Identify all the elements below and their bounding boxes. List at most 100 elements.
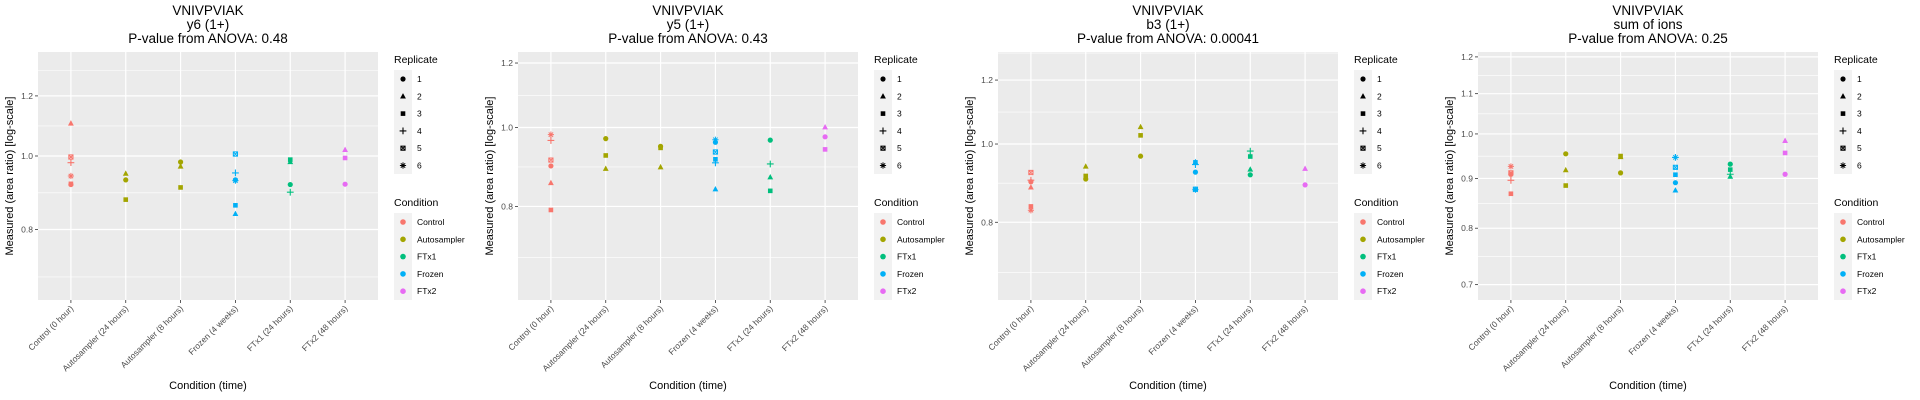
legend-replicate-title: Replicate: [1834, 54, 1878, 66]
data-point: [1137, 123, 1144, 130]
legend-replicate-key: [880, 93, 886, 99]
legend-condition-key: [400, 253, 406, 260]
data-point: [1302, 182, 1308, 188]
data-point: [1672, 164, 1679, 170]
x-tick-label: Autosampler (8 hours): [1078, 303, 1145, 370]
data-point: [712, 149, 719, 155]
legend-condition-label: Autosampler: [897, 234, 945, 244]
data-point: [1192, 186, 1199, 193]
data-point: [603, 136, 609, 142]
data-point: [286, 188, 294, 196]
data-point: [712, 159, 719, 167]
data-point: [548, 207, 554, 213]
data-point: [68, 181, 74, 187]
legend-condition-label: Control: [897, 217, 925, 227]
data-point: [1508, 191, 1514, 197]
legend-condition-label: FTx1: [417, 252, 437, 262]
chart-title-line-2: sum of ions: [1613, 17, 1682, 32]
legend-condition-label: Control: [1377, 217, 1405, 227]
y-axis-title: Measured (area ratio) [log-scale]: [484, 97, 496, 256]
data-point: [547, 131, 555, 138]
x-tick-label: FTx2 (48 hours): [1740, 303, 1790, 353]
data-point: [712, 185, 719, 192]
data-point: [123, 197, 129, 202]
legend-replicate-label: 3: [1377, 109, 1382, 119]
data-point: [1083, 173, 1089, 179]
legend-condition-label: FTx2: [897, 286, 917, 296]
chart-title-line-2: y6 (1+): [187, 17, 229, 32]
data-point: [1247, 166, 1254, 172]
data-point: [1028, 204, 1034, 209]
x-axis-title: Condition (time): [169, 380, 247, 392]
legend-replicate-key: [879, 127, 887, 135]
data-point: [548, 157, 554, 163]
data-point: [232, 169, 239, 177]
x-tick-label: FTx2 (48 hours): [1260, 303, 1310, 353]
data-point: [342, 146, 348, 152]
data-point: [68, 154, 74, 160]
legend-replicate-key: [400, 93, 406, 99]
legend-condition-title: Condition: [874, 197, 919, 209]
x-tick-label: Autosampler (8 hours): [598, 303, 665, 370]
y-tick-label: 0.7: [1461, 280, 1473, 290]
x-axis-title: Condition (time): [649, 380, 727, 392]
legend-replicate-label: 6: [1857, 161, 1862, 171]
y-tick-label: 0.8: [1461, 223, 1473, 233]
legend-condition-key: [1840, 219, 1846, 225]
data-point: [287, 158, 294, 165]
legend-replicate-label: 6: [417, 161, 422, 171]
data-point: [1617, 153, 1624, 160]
x-tick-label: Frozen (4 weeks): [666, 303, 720, 357]
legend-condition-key: [880, 219, 886, 225]
x-tick-label: FTx1 (24 hours): [1205, 303, 1255, 353]
data-point: [1138, 133, 1143, 138]
legend-condition-key: [1360, 271, 1366, 277]
legend-condition-label: Control: [1857, 217, 1885, 227]
data-point: [1617, 170, 1624, 176]
legend-replicate-key: [880, 145, 886, 151]
data-point: [122, 170, 129, 176]
data-point: [1028, 179, 1034, 185]
data-point: [1782, 171, 1788, 177]
data-point: [658, 145, 663, 151]
data-point: [1562, 166, 1569, 173]
legend-replicate-key: [1840, 76, 1846, 82]
x-axis-title: Condition (time): [1129, 380, 1207, 392]
legend-replicate-label: 3: [417, 109, 422, 119]
legend-key-background: [1354, 70, 1372, 174]
x-tick-label: Frozen (4 weeks): [1626, 303, 1680, 357]
legend-replicate-key: [1360, 93, 1366, 99]
data-point: [1507, 163, 1515, 170]
legend-condition-key: [1840, 236, 1846, 243]
legend-condition-key: [400, 288, 406, 295]
data-point: [657, 163, 664, 170]
legend-replicate-key: [1360, 145, 1366, 151]
legend-replicate-label: 5: [1857, 143, 1862, 153]
y-tick-label: 0.8: [21, 225, 33, 235]
legend-replicate-label: 2: [417, 91, 422, 101]
y-axis-title: Measured (area ratio) [log-scale]: [4, 97, 16, 256]
x-tick-label: Control (0 hour): [26, 303, 75, 352]
x-tick-label: Control (0 hour): [1466, 303, 1515, 352]
legend-condition-key: [880, 253, 886, 260]
data-point: [1192, 158, 1199, 165]
legend-condition-key: [1840, 253, 1846, 260]
legend-condition-label: FTx1: [1857, 252, 1877, 262]
data-point: [232, 210, 239, 217]
data-point: [1192, 169, 1199, 175]
legend-condition-label: Autosampler: [1857, 234, 1905, 244]
legend-replicate-key: [1359, 162, 1367, 169]
data-point: [1508, 171, 1514, 177]
chart-title-line-2: y5 (1+): [667, 17, 709, 32]
legend-replicate-key: [880, 111, 886, 116]
legend-replicate-key: [1839, 162, 1847, 169]
legend-condition-label: FTx2: [417, 286, 437, 296]
legend-condition-key: [1840, 288, 1846, 295]
legend-replicate-label: 5: [897, 143, 902, 153]
legend-condition-key: [1360, 288, 1366, 295]
legend-condition-label: Frozen: [897, 269, 924, 279]
y-tick-label: 1.0: [501, 123, 513, 133]
data-point: [1028, 169, 1034, 176]
